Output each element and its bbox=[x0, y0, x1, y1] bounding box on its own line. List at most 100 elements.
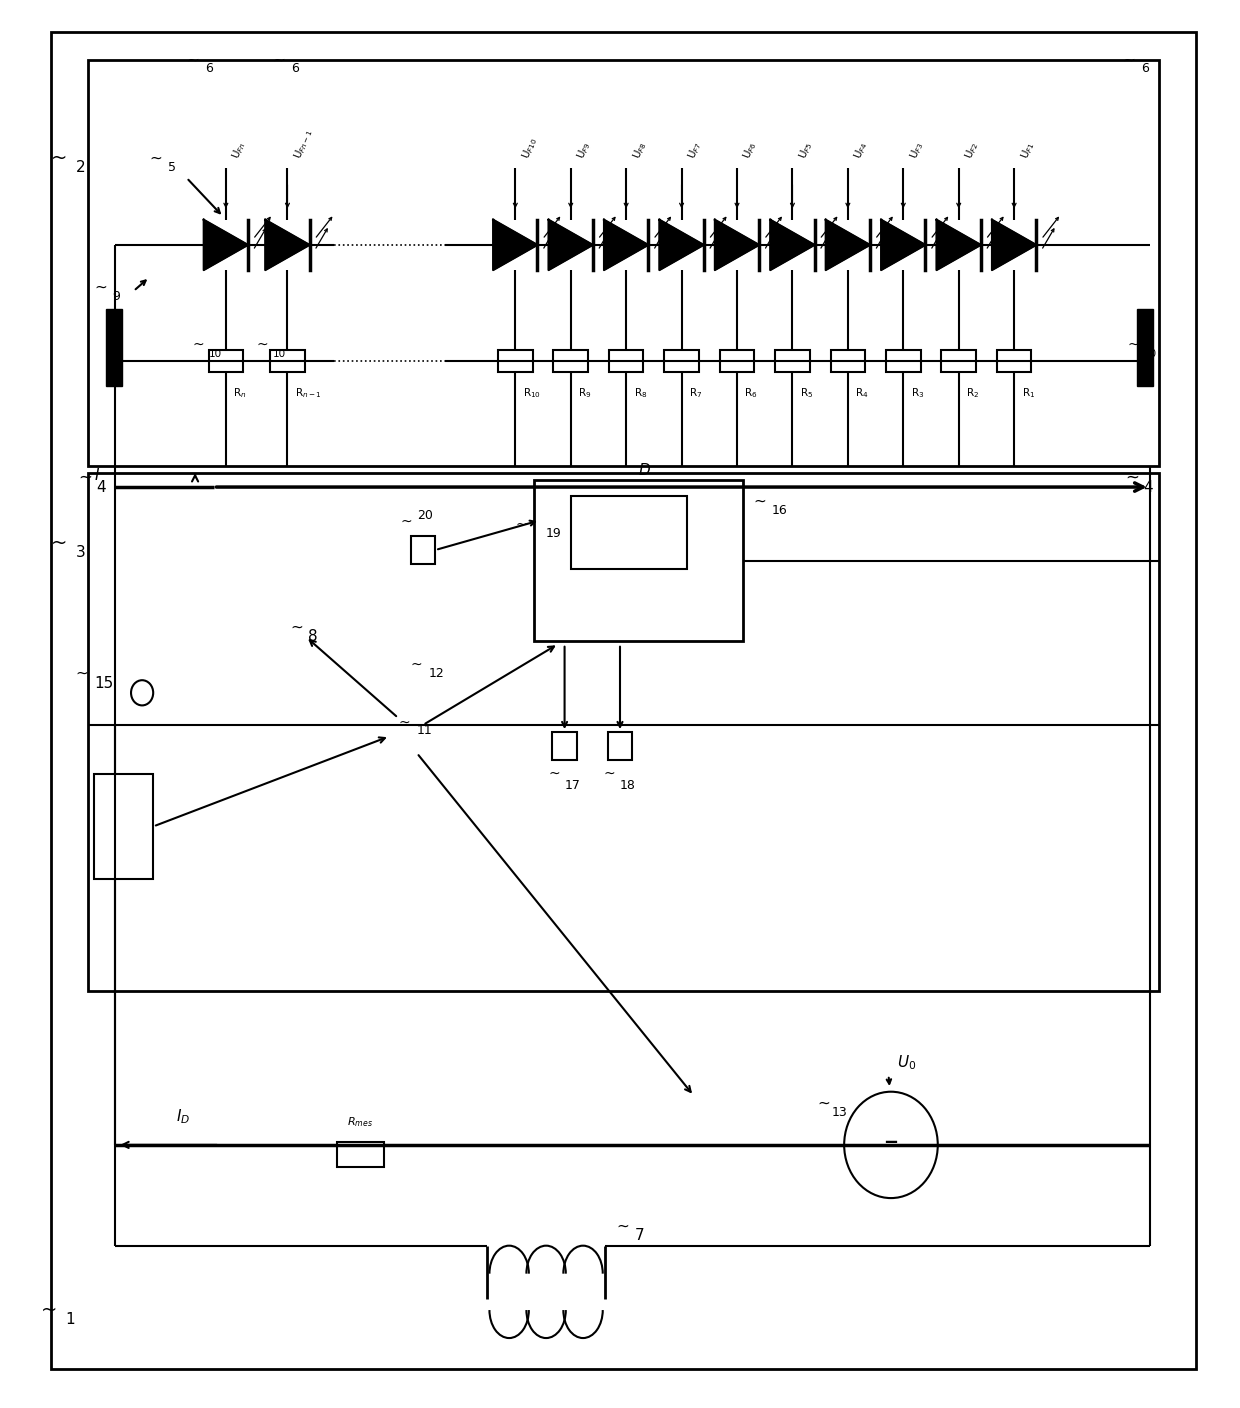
Text: $R_{mes}$: $R_{mes}$ bbox=[347, 1115, 373, 1129]
Text: 6: 6 bbox=[1141, 62, 1149, 75]
Bar bbox=[410, 536, 435, 565]
Text: ~: ~ bbox=[94, 279, 107, 294]
Polygon shape bbox=[826, 220, 870, 270]
Text: R$_n$: R$_n$ bbox=[233, 386, 247, 400]
Text: R$_{n-1}$: R$_{n-1}$ bbox=[295, 386, 321, 400]
Text: ~: ~ bbox=[76, 666, 88, 680]
Text: ~: ~ bbox=[516, 518, 528, 532]
Text: 13: 13 bbox=[832, 1107, 848, 1119]
Text: ~: ~ bbox=[51, 149, 67, 168]
Bar bbox=[831, 349, 866, 372]
Text: 4: 4 bbox=[97, 480, 107, 494]
Polygon shape bbox=[882, 220, 925, 270]
Text: U$_{F5}$: U$_{F5}$ bbox=[796, 139, 816, 161]
Text: U$_{F10}$: U$_{F10}$ bbox=[520, 135, 541, 161]
Polygon shape bbox=[494, 220, 537, 270]
Polygon shape bbox=[203, 220, 248, 270]
Text: 8: 8 bbox=[309, 629, 317, 645]
Bar bbox=[553, 349, 588, 372]
Text: 11: 11 bbox=[417, 724, 433, 738]
Text: ~: ~ bbox=[398, 715, 410, 729]
Bar bbox=[609, 349, 644, 372]
Text: ~: ~ bbox=[604, 767, 615, 781]
Text: R$_8$: R$_8$ bbox=[634, 386, 647, 400]
Bar bbox=[887, 349, 920, 372]
Text: ~: ~ bbox=[1122, 52, 1136, 68]
Text: R$_1$: R$_1$ bbox=[1022, 386, 1035, 400]
Text: U$_{F1}$: U$_{F1}$ bbox=[1018, 139, 1038, 161]
Text: 19: 19 bbox=[546, 527, 562, 539]
Text: R$_6$: R$_6$ bbox=[744, 386, 758, 400]
Bar bbox=[719, 349, 754, 372]
Text: ~: ~ bbox=[51, 534, 67, 552]
Bar bbox=[337, 1142, 383, 1167]
Text: 4: 4 bbox=[1143, 480, 1153, 494]
Text: 18: 18 bbox=[620, 779, 636, 791]
Text: 10: 10 bbox=[273, 349, 285, 359]
Polygon shape bbox=[770, 220, 815, 270]
Text: 1: 1 bbox=[66, 1312, 76, 1328]
Text: R$_4$: R$_4$ bbox=[856, 386, 869, 400]
Bar bbox=[88, 61, 1159, 466]
Text: 12: 12 bbox=[429, 667, 445, 680]
Text: ~: ~ bbox=[817, 1095, 830, 1111]
Bar bbox=[208, 349, 243, 372]
Bar bbox=[107, 310, 123, 386]
Bar bbox=[498, 349, 532, 372]
Text: 15: 15 bbox=[94, 676, 113, 690]
Polygon shape bbox=[265, 220, 310, 270]
Polygon shape bbox=[992, 220, 1037, 270]
Text: U$_{F9}$: U$_{F9}$ bbox=[574, 139, 594, 161]
Text: U$_{Fn-1}$: U$_{Fn-1}$ bbox=[291, 127, 316, 161]
Text: ~: ~ bbox=[273, 52, 285, 68]
Text: U$_{F3}$: U$_{F3}$ bbox=[906, 139, 926, 161]
Bar bbox=[775, 349, 810, 372]
Bar bbox=[552, 732, 577, 760]
Text: R$_3$: R$_3$ bbox=[910, 386, 924, 400]
Text: 10: 10 bbox=[1143, 349, 1157, 359]
Text: 6: 6 bbox=[205, 62, 213, 75]
Text: ~: ~ bbox=[186, 52, 200, 68]
Text: ~: ~ bbox=[548, 767, 560, 781]
Bar bbox=[88, 473, 1159, 991]
Polygon shape bbox=[714, 220, 759, 270]
Text: 3: 3 bbox=[76, 545, 86, 560]
Text: U$_{F4}$: U$_{F4}$ bbox=[852, 139, 872, 161]
Text: 9: 9 bbox=[113, 290, 120, 303]
Text: D: D bbox=[639, 463, 651, 477]
Bar bbox=[270, 349, 305, 372]
Polygon shape bbox=[548, 220, 593, 270]
Text: R$_5$: R$_5$ bbox=[800, 386, 813, 400]
Text: 6: 6 bbox=[291, 62, 299, 75]
Text: U$_{F7}$: U$_{F7}$ bbox=[686, 139, 704, 161]
Bar bbox=[665, 349, 699, 372]
Text: =: = bbox=[883, 1136, 899, 1155]
Text: ~: ~ bbox=[192, 338, 205, 351]
Text: ~: ~ bbox=[1125, 469, 1140, 486]
Bar bbox=[997, 349, 1032, 372]
Text: 7: 7 bbox=[635, 1228, 645, 1243]
Text: ~: ~ bbox=[401, 515, 413, 529]
Text: ~: ~ bbox=[41, 1301, 57, 1319]
Bar bbox=[533, 480, 743, 641]
Bar bbox=[1137, 310, 1153, 386]
Text: $U_0$: $U_0$ bbox=[897, 1053, 916, 1071]
Bar bbox=[94, 774, 154, 879]
Text: 17: 17 bbox=[564, 779, 580, 791]
Text: ~: ~ bbox=[616, 1218, 629, 1233]
Text: 5: 5 bbox=[167, 162, 176, 175]
Text: 20: 20 bbox=[417, 508, 433, 521]
Text: ~: ~ bbox=[410, 658, 423, 672]
Text: I: I bbox=[94, 469, 99, 483]
Bar bbox=[608, 732, 632, 760]
Text: R$_{10}$: R$_{10}$ bbox=[523, 386, 541, 400]
Text: R$_7$: R$_7$ bbox=[689, 386, 702, 400]
Polygon shape bbox=[660, 220, 704, 270]
Text: 2: 2 bbox=[76, 161, 86, 176]
Text: U$_{F6}$: U$_{F6}$ bbox=[740, 139, 760, 161]
Bar bbox=[941, 349, 976, 372]
Text: U$_{F8}$: U$_{F8}$ bbox=[630, 139, 650, 161]
Text: R$_9$: R$_9$ bbox=[578, 386, 591, 400]
Bar bbox=[572, 496, 687, 569]
Text: R$_2$: R$_2$ bbox=[966, 386, 980, 400]
